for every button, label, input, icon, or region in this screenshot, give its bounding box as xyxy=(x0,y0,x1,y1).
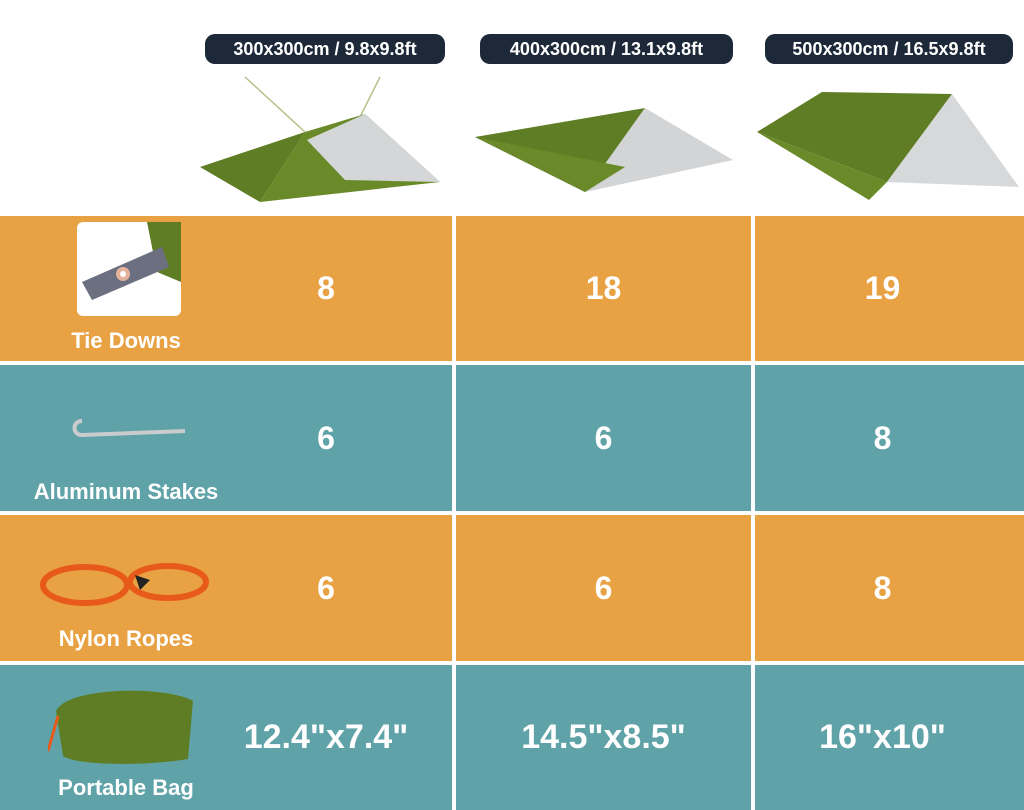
row-tie-downs: Tie Downs 8 18 19 xyxy=(0,216,1024,361)
size-label-1: 300x300cm / 9.8x9.8ft xyxy=(205,34,445,64)
value-cell: 8 xyxy=(873,569,892,606)
row-label: Portable Bag xyxy=(58,775,194,800)
value-cell: 19 xyxy=(864,270,901,306)
row-label: Aluminum Stakes xyxy=(33,479,219,504)
size-label-2: 400x300cm / 13.1x9.8ft xyxy=(480,34,733,64)
value-cell: 18 xyxy=(585,270,622,306)
value-cell: 6 xyxy=(317,569,335,606)
value-cell: 6 xyxy=(594,569,613,606)
row-aluminum-stakes: Aluminum Stakes 6 6 8 xyxy=(0,365,1024,511)
value-cell: 16"x10" xyxy=(819,718,946,756)
row-label: Nylon Ropes xyxy=(58,626,194,651)
tarp-image-1 xyxy=(200,76,440,202)
tarp-image-3 xyxy=(757,92,1019,200)
bag-icon xyxy=(48,690,193,764)
tie-down-icon xyxy=(77,222,181,316)
row-label: Tie Downs xyxy=(71,328,181,353)
value-cell: 6 xyxy=(317,419,335,456)
value-cell: 8 xyxy=(873,419,892,456)
value-cell: 6 xyxy=(594,419,613,456)
value-cell: 14.5"x8.5" xyxy=(521,718,686,756)
rope-icon xyxy=(40,563,209,606)
row-portable-bag: Portable Bag 12.4"x7.4" 14.5"x8.5" 16"x1… xyxy=(0,665,1024,810)
stake-icon xyxy=(72,419,186,438)
size-label-3: 500x300cm / 16.5x9.8ft xyxy=(765,34,1013,64)
value-cell: 12.4"x7.4" xyxy=(243,718,409,756)
tarp-image-2 xyxy=(475,108,733,192)
value-cell: 8 xyxy=(317,270,335,306)
row-nylon-ropes: Nylon Ropes 6 6 8 xyxy=(0,515,1024,661)
